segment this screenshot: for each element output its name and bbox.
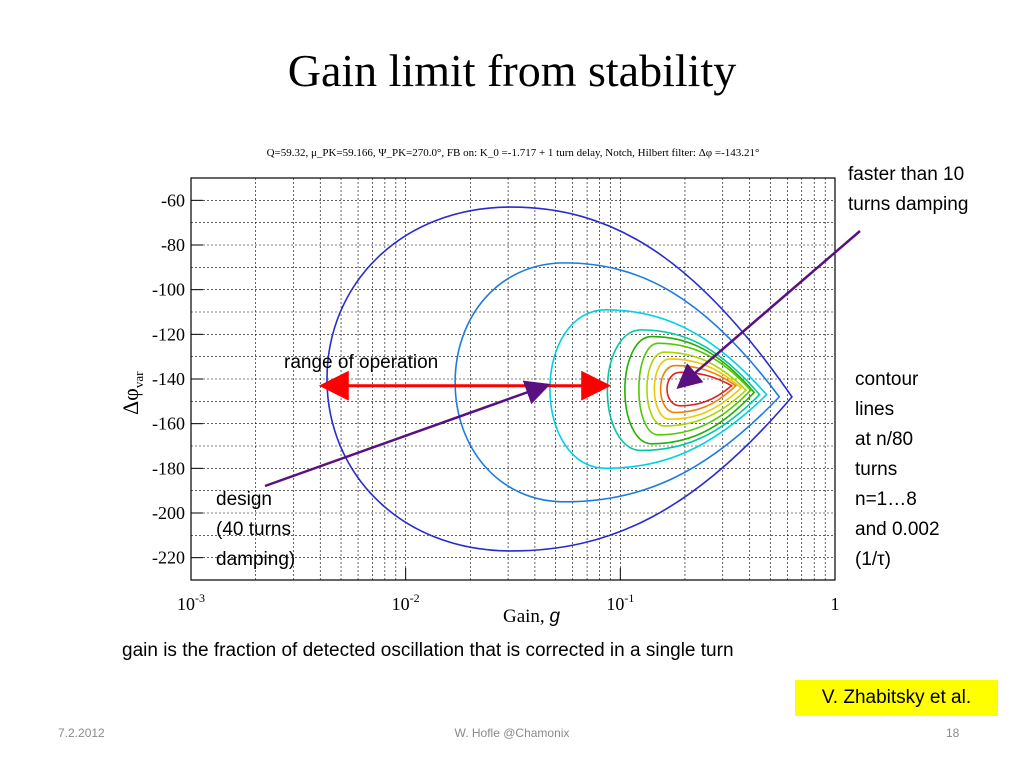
x-tick-label: 1 [831,594,840,614]
chart-header-text: Q=59.32, μ_PK=59.166, Ψ_PK=270.0°, FB on… [267,147,760,159]
x-tick-label: 10-1 [606,591,634,614]
contour-chart: Q=59.32, μ_PK=59.166, Ψ_PK=270.0°, FB on… [118,147,861,627]
contour-line [624,335,756,445]
citation-badge: V. Zhabitsky et al. [795,680,998,716]
y-tick-label: -200 [152,503,185,523]
faster-damping-pointer-arrow [676,230,861,389]
annotation-faster-damping: faster than 10 turns damping [848,164,969,215]
contour-line [549,308,768,470]
contour-line [653,358,743,421]
y-tick-label: -160 [152,414,185,434]
footer-page-number: 18 [946,726,960,740]
bottom-note: gain is the fraction of detected oscilla… [122,640,734,661]
y-tick-label: -140 [152,369,185,389]
y-axis-label: Δφvar [118,371,146,415]
contour-line [638,342,752,436]
x-tick-label: 10-3 [177,591,205,614]
x-axis-label: Gain, g [503,606,560,627]
footer-date: 7.2.2012 [58,726,105,740]
chart-header: Q=59.32, μ_PK=59.166, Ψ_PK=270.0°, FB on… [267,147,760,159]
y-tick-label: -60 [161,190,185,210]
design-pointer-arrow [264,380,551,488]
annotation-contour-lines: contour lines at n/80 turns n=1…8 and 0.… [855,369,940,570]
footer-center: W. Hofle @Chamonix [454,726,570,740]
y-axis-label-text: Δφvar [118,371,146,415]
annotation-design: design (40 turns damping) [216,489,296,570]
y-tick-label: -100 [152,280,185,300]
annotation-range-of-operation: range of operation [284,352,439,373]
contour-line [646,351,748,427]
y-tick-label: -180 [152,458,185,478]
x-tick-label: 10-2 [392,591,420,614]
y-tick-label: -220 [152,548,185,568]
y-tick-label: -120 [152,324,185,344]
slide-title: Gain limit from stability [287,45,737,96]
y-tick-label: -80 [161,235,185,255]
